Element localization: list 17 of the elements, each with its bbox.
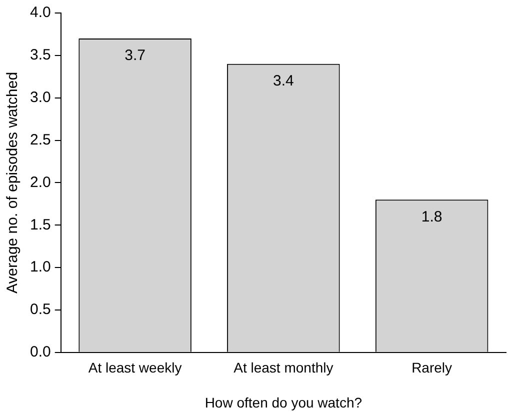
x-axis-title: How often do you watch? [204,394,362,410]
y-tick-label: 3.0 [30,88,51,106]
y-tick-label: 0.5 [30,301,51,318]
y-tick-label: 2.5 [30,131,51,148]
y-tick-label: 1.0 [30,258,51,276]
data-label: 1.8 [421,208,442,226]
x-tick-label: At least weekly [88,360,182,376]
y-tick-label: 2.0 [30,174,51,191]
y-tick-label: 0.0 [30,344,51,361]
x-tick-label: Rarely [412,360,452,376]
x-tick-label: At least monthly [234,360,334,376]
y-tick-label: 4.0 [30,4,51,22]
data-label: 3.7 [124,47,146,64]
y-tick-label: 3.5 [30,46,51,64]
data-label: 3.4 [272,72,294,90]
y-tick-label: 1.5 [30,216,51,234]
y-axis-title: Average no. of episodes watched [4,72,22,294]
